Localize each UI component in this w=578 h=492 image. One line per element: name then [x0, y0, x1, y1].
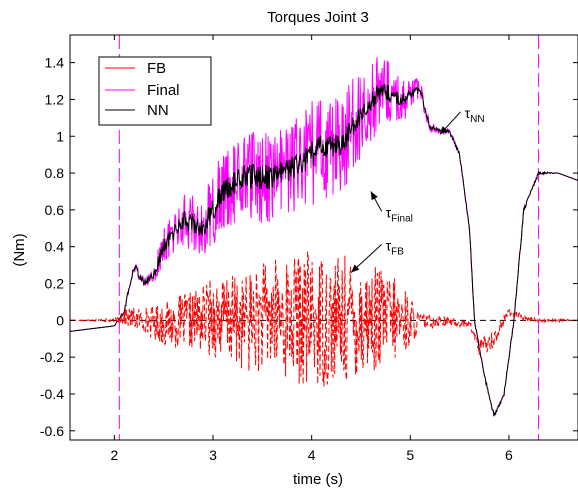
x-tick-label: 6 [505, 447, 513, 463]
y-tick-label: 1.4 [45, 55, 65, 71]
plot-frame [69, 34, 578, 441]
y-tick-label: 1 [56, 128, 64, 144]
annotation-label-final: τFinal [386, 204, 413, 224]
annotation-arrowhead [439, 126, 448, 135]
y-tick-label: 0.2 [45, 276, 65, 292]
y-tick-label: 1.2 [45, 91, 65, 107]
x-axis-title: time (s) [293, 471, 343, 488]
series-group [70, 57, 578, 417]
y-tick-label: -0.2 [40, 349, 64, 365]
y-tick-label: -0.4 [40, 386, 64, 402]
annotation-subscript: NN [470, 114, 484, 125]
x-tick-label: 4 [308, 447, 316, 463]
legend-label-fb: FB [147, 60, 166, 77]
axes: 2 3 4 5 6 -0.6 -0.4 -0.2 0 0.2 0.4 0.6 0.8 1 1.2 1.4 [40, 34, 578, 463]
annotation-arrowhead [351, 264, 360, 273]
annotation-label-fb: τFB [386, 237, 405, 257]
y-tick-label: 0.4 [45, 239, 65, 255]
legend: FB Final NN [98, 56, 212, 126]
annotation-arrowhead [370, 191, 378, 201]
y-tick-label: 0 [56, 312, 64, 328]
annotation-label-nn: τNN [465, 105, 485, 125]
x-tick-label: 5 [406, 447, 414, 463]
y-tick-label: -0.6 [40, 423, 64, 439]
annotation-subscript: Final [391, 213, 413, 224]
legend-label-final: Final [147, 82, 180, 99]
series-line-fb [70, 251, 578, 387]
legend-label-nn: NN [147, 102, 169, 119]
chart-title: Torques Joint 3 [267, 9, 369, 26]
y-tick-label: 0.8 [45, 165, 65, 181]
x-tick-label: 2 [110, 447, 118, 463]
x-tick-label: 3 [209, 447, 217, 463]
y-axis-title: (Nm) [11, 233, 28, 266]
annotation-subscript: FB [391, 246, 404, 257]
y-tick-label: 0.6 [45, 202, 65, 218]
series-line-nn [70, 83, 578, 417]
